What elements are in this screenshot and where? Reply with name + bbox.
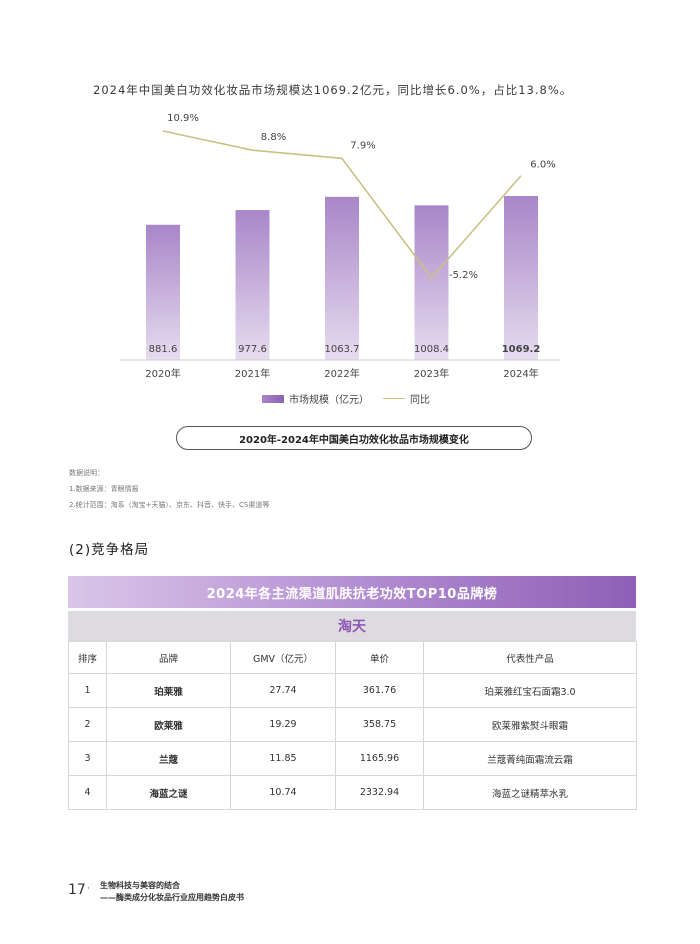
cell-brand: 欧莱雅 (106, 707, 231, 742)
bar (235, 210, 270, 360)
header-unit-price: 单价 (335, 641, 424, 674)
header-product: 代表性产品 (423, 641, 637, 674)
bar-value-label: 1063.7 (325, 344, 360, 355)
cell-gmv: 27.74 (230, 673, 336, 708)
chart-caption: 2020年-2024年中国美白功效化妆品市场规模变化 (176, 426, 532, 450)
cell-gmv: 10.74 (230, 775, 336, 810)
ranking-grid: 排序 品牌 GMV（亿元） 单价 代表性产品 1 珀莱雅 27.74 361.7… (68, 641, 637, 810)
cell-rank: 2 (68, 707, 107, 742)
cell-brand: 珀莱雅 (106, 673, 231, 708)
cell-product: 兰蔻菁纯面霜流云霜 (423, 741, 637, 776)
bar-value-label: 1008.4 (414, 344, 449, 355)
market-size-chart: 881.6 2020年 977.6 2021年 1063.7 2022年 1008.4 202… (120, 113, 560, 380)
table-row: 3 兰蔻 11.85 1165.96 兰蔻菁纯面霜流云霜 (68, 741, 637, 776)
cell-product: 欧莱雅紫熨斗眼霜 (423, 707, 637, 742)
ranking-table: 2024年各主流渠道肌肤抗老功效TOP10品牌榜 淘天 排序 品牌 GMV（亿元… (68, 576, 637, 810)
header-brand: 品牌 (106, 641, 231, 674)
headline: 2024年中国美白功效化妆品市场规模达1069.2亿元，同比增长6.0%，占比1… (93, 83, 573, 97)
yoy-value-label: -5.2% (449, 270, 478, 281)
cell-product: 海蓝之谜精萃水乳 (423, 775, 637, 810)
cell-unit-price: 2332.94 (335, 775, 424, 810)
table-header-row: 排序 品牌 GMV（亿元） 单价 代表性产品 (68, 641, 637, 674)
cell-rank: 3 (68, 741, 107, 776)
category-label: 2023年 (414, 367, 449, 380)
table-row: 4 海蓝之谜 10.74 2332.94 海蓝之谜精萃水乳 (68, 775, 637, 810)
notes-source: 1.数据来源：青眼情报 (69, 485, 139, 493)
cell-unit-price: 361.76 (335, 673, 424, 708)
bar (325, 196, 359, 360)
category-label: 2021年 (235, 367, 270, 380)
data-notes: 数据说明： 1.数据来源：青眼情报 2.统计范围：淘系（淘宝+天猫）、京东、抖音… (69, 465, 269, 513)
cell-unit-price: 358.75 (335, 707, 424, 742)
legend-line-label: 同比 (410, 395, 430, 406)
legend-line-swatch (383, 398, 405, 399)
footer-subtitle: ——酶类成分化妆品行业应用趋势白皮书 (100, 893, 244, 902)
table-row: 1 珀莱雅 27.74 361.76 珀莱雅红宝石面霜3.0 (68, 673, 637, 708)
table-row: 2 欧莱雅 19.29 358.75 欧莱雅紫熨斗眼霜 (68, 707, 637, 742)
page-number: 17 (68, 882, 86, 898)
yoy-value-label: 10.9% (167, 113, 199, 124)
cell-rank: 1 (68, 673, 107, 708)
cell-gmv: 11.85 (230, 741, 336, 776)
section-heading: (2)竞争格局 (69, 542, 150, 558)
bar-value-label: 1069.2 (502, 344, 541, 355)
yoy-value-label: 7.9% (350, 140, 375, 151)
footer-title: 生物科技与美容的结合 (100, 881, 180, 890)
cell-brand: 兰蔻 (106, 741, 231, 776)
bar-value-label: 977.6 (238, 344, 267, 355)
legend-bar-label: 市场规模（亿元） (289, 395, 369, 406)
cell-unit-price: 1165.96 (335, 741, 424, 776)
bar (146, 224, 180, 360)
header-rank: 排序 (68, 641, 107, 674)
yoy-line (162, 130, 522, 280)
notes-heading: 数据说明： (69, 469, 104, 477)
footer-separator: · (87, 884, 90, 894)
category-label: 2024年 (503, 367, 538, 380)
chart-legend: 市场规模（亿元） 同比 (262, 391, 430, 406)
legend-bar-swatch (262, 394, 284, 403)
notes-scope: 2.统计范围：淘系（淘宝+天猫）、京东、抖音、快手、CS渠道等 (69, 501, 270, 509)
cell-rank: 4 (68, 775, 107, 810)
yoy-value-label: 8.8% (261, 132, 286, 143)
bar (504, 196, 538, 360)
cell-brand: 海蓝之谜 (106, 775, 231, 810)
yoy-value-label: 6.0% (530, 160, 555, 171)
category-label: 2020年 (145, 367, 180, 380)
category-label: 2022年 (324, 367, 359, 380)
bar (414, 205, 449, 360)
table-title: 2024年各主流渠道肌肤抗老功效TOP10品牌榜 (68, 576, 636, 608)
cell-gmv: 19.29 (230, 707, 336, 742)
table-subtitle: 淘天 (68, 608, 636, 641)
bar-value-label: 881.6 (149, 344, 178, 355)
cell-product: 珀莱雅红宝石面霜3.0 (423, 673, 637, 708)
header-gmv: GMV（亿元） (230, 641, 336, 674)
